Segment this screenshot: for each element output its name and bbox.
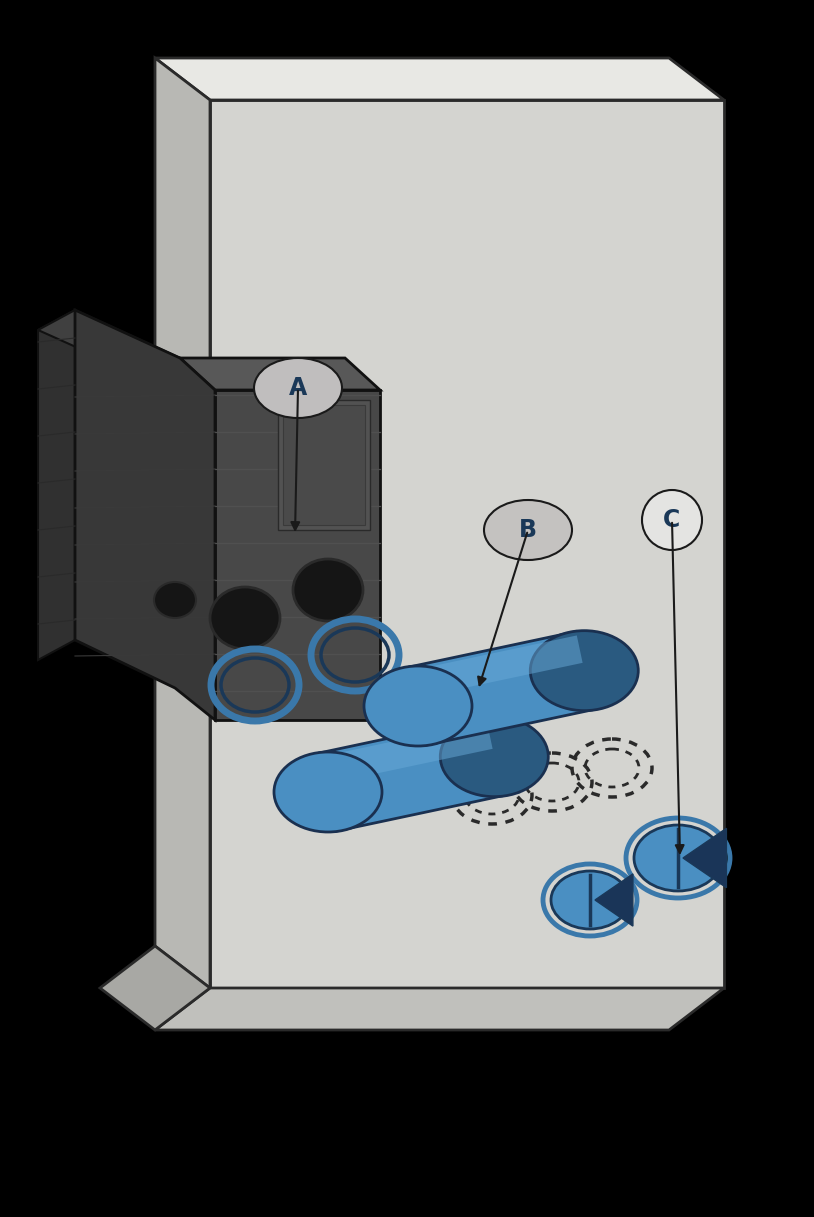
Text: B: B xyxy=(519,518,537,542)
Ellipse shape xyxy=(530,630,638,711)
Ellipse shape xyxy=(254,358,342,417)
Polygon shape xyxy=(595,874,633,926)
Polygon shape xyxy=(155,988,724,1030)
Polygon shape xyxy=(321,722,492,784)
Polygon shape xyxy=(210,100,724,988)
Polygon shape xyxy=(215,389,380,720)
Ellipse shape xyxy=(293,559,363,621)
Polygon shape xyxy=(320,718,502,831)
Ellipse shape xyxy=(364,666,472,746)
Ellipse shape xyxy=(274,752,382,832)
Ellipse shape xyxy=(440,717,549,797)
Polygon shape xyxy=(409,632,593,745)
Ellipse shape xyxy=(634,825,722,891)
Polygon shape xyxy=(155,58,724,100)
Text: A: A xyxy=(289,376,307,400)
Polygon shape xyxy=(100,946,210,1030)
Polygon shape xyxy=(683,829,726,887)
Polygon shape xyxy=(283,405,365,525)
Polygon shape xyxy=(38,310,75,660)
Polygon shape xyxy=(410,635,583,699)
Ellipse shape xyxy=(210,587,280,649)
Polygon shape xyxy=(75,310,215,720)
Polygon shape xyxy=(278,400,370,529)
Circle shape xyxy=(642,490,702,550)
Polygon shape xyxy=(155,58,210,988)
Ellipse shape xyxy=(484,500,572,560)
Ellipse shape xyxy=(154,582,196,618)
Ellipse shape xyxy=(551,871,629,929)
Text: C: C xyxy=(663,507,681,532)
Polygon shape xyxy=(38,310,180,378)
Polygon shape xyxy=(180,358,380,389)
